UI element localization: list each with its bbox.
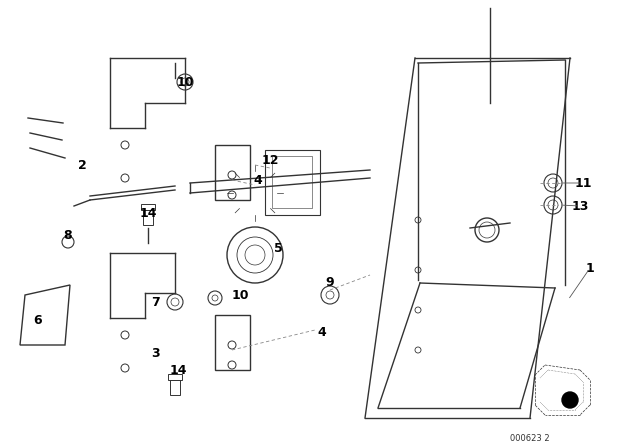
Bar — [272, 156, 312, 208]
Text: 4: 4 — [317, 326, 326, 339]
Bar — [143, 210, 153, 225]
Text: 14: 14 — [140, 207, 157, 220]
Bar — [170, 380, 180, 395]
Text: 9: 9 — [326, 276, 334, 289]
Text: 13: 13 — [572, 199, 589, 212]
Bar — [141, 204, 155, 210]
Text: 8: 8 — [64, 228, 72, 241]
Circle shape — [562, 392, 578, 408]
Bar — [215, 145, 250, 200]
Text: 10: 10 — [231, 289, 249, 302]
Text: 5: 5 — [274, 241, 282, 254]
Text: 12: 12 — [261, 154, 279, 167]
Text: 7: 7 — [150, 296, 159, 309]
Text: 1: 1 — [586, 262, 595, 275]
Bar — [265, 150, 320, 215]
Text: 14: 14 — [169, 363, 187, 376]
Text: 3: 3 — [150, 346, 159, 359]
Text: 11: 11 — [574, 177, 592, 190]
Bar — [168, 374, 182, 380]
Text: 6: 6 — [34, 314, 42, 327]
Text: 10: 10 — [176, 76, 194, 89]
Bar — [215, 315, 250, 370]
Text: 2: 2 — [77, 159, 86, 172]
Text: 000623 2: 000623 2 — [510, 434, 550, 443]
Text: 4: 4 — [253, 173, 262, 186]
